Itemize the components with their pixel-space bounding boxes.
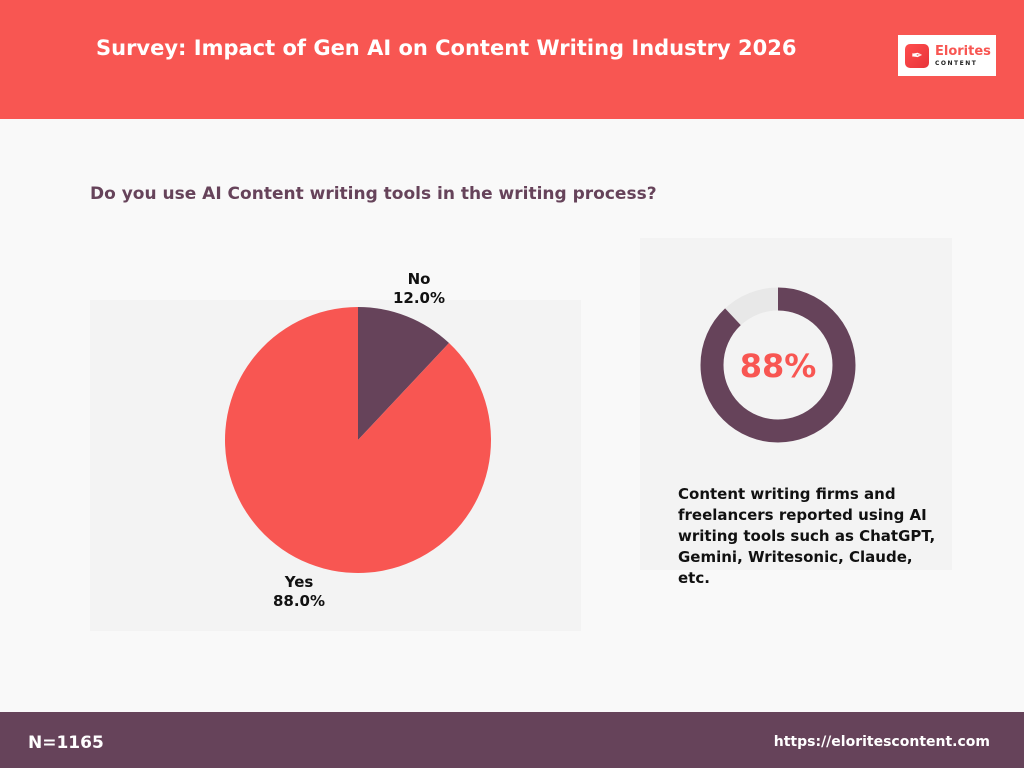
logo: ✒ Elorites CONTENT [898, 35, 996, 76]
pie-slice-no [358, 307, 450, 440]
website-link[interactable]: https://eloritescontent.com [773, 734, 990, 750]
donut-value-arc [700, 287, 856, 443]
pie-slice-yes [225, 307, 491, 573]
pen-nib-icon: ✒ [905, 43, 929, 68]
logo-sub: CONTENT [935, 59, 978, 67]
sample-size: N=1165 [28, 733, 104, 753]
label-no-category: No [407, 270, 431, 288]
label-yes: Yes 88.0% [264, 573, 334, 611]
page-title: Survey: Impact of Gen AI on Content Writ… [96, 36, 797, 60]
label-yes-value: 88.0% [272, 592, 326, 610]
header-banner: Survey: Impact of Gen AI on Content Writ… [0, 0, 1024, 119]
stat-description: Content writing firms and freelancers re… [678, 485, 936, 587]
donut-center-label: 88% [740, 347, 817, 385]
label-no: No 12.0% [384, 270, 454, 308]
label-yes-category: Yes [284, 573, 314, 591]
chart-title: Do you use AI Content writing tools in t… [90, 184, 657, 204]
label-no-value: 12.0% [392, 289, 446, 307]
footer [0, 712, 1024, 768]
logo-name: Elorites [935, 43, 991, 59]
